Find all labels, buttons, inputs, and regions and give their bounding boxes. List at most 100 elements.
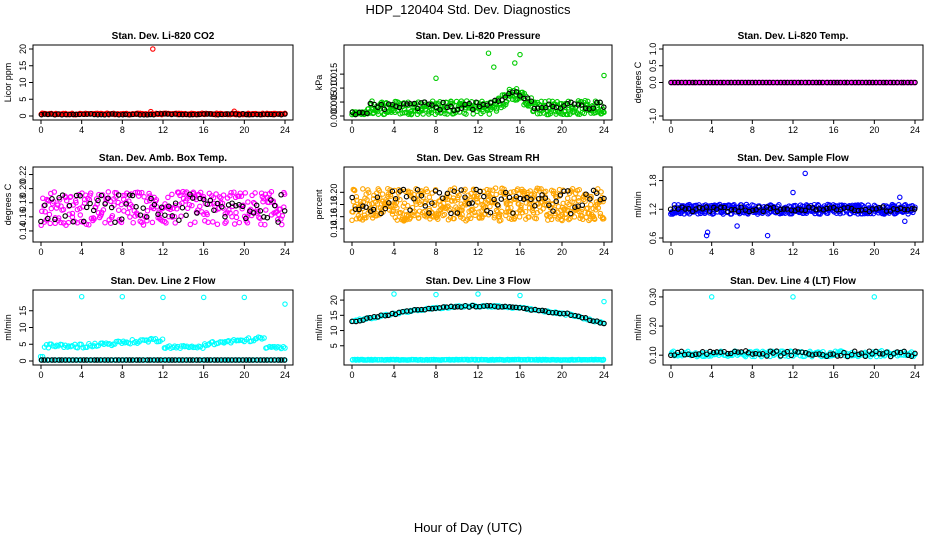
data-point [229, 357, 235, 363]
data-point [707, 348, 713, 355]
x-tick-label: 0 [349, 247, 354, 257]
x-tick-label: 0 [668, 125, 673, 135]
data-point [742, 204, 748, 210]
data-point [371, 101, 378, 108]
data-point [257, 208, 264, 214]
data-point [414, 105, 421, 112]
data-point [389, 211, 396, 217]
x-tick-label: 8 [750, 247, 755, 257]
data-point [62, 357, 69, 363]
y-tick-label: -1.0 [648, 108, 658, 124]
figure-title: HDP_120404 Std. Dev. Diagnostics [366, 2, 571, 17]
data-point [770, 204, 777, 211]
data-point [494, 202, 501, 208]
data-point [264, 214, 271, 221]
data-point [261, 357, 267, 363]
data-point [277, 344, 283, 350]
data-point [154, 357, 161, 363]
data-point [466, 100, 472, 107]
x-tick-label: 8 [433, 370, 438, 380]
data-point [126, 111, 133, 118]
data-point [510, 210, 516, 216]
data-point [66, 202, 73, 209]
data-point [703, 232, 710, 239]
data-point [764, 353, 770, 359]
data-point [260, 111, 267, 117]
data-point [734, 223, 740, 229]
data-point [802, 207, 809, 214]
data-point [220, 205, 226, 211]
data-point [824, 79, 830, 86]
data-point [863, 79, 869, 86]
data-point [841, 349, 847, 356]
data-point [144, 217, 150, 224]
data-point [696, 204, 703, 211]
data-point [451, 188, 457, 194]
x-tick-label: 24 [280, 370, 290, 380]
data-point [126, 204, 133, 211]
data-point [176, 357, 182, 363]
data-point [749, 351, 756, 357]
data-point [262, 221, 268, 228]
data-point [154, 111, 161, 117]
data-point [179, 357, 186, 363]
series-black [38, 111, 288, 118]
data-point [357, 198, 364, 205]
x-tick-label: 16 [199, 247, 209, 257]
data-point [257, 357, 264, 363]
x-tick-label: 12 [158, 125, 168, 135]
data-point [214, 221, 221, 228]
data-point [539, 307, 546, 314]
data-point [84, 111, 90, 117]
data-point [802, 170, 808, 177]
data-point [442, 110, 448, 117]
data-point [798, 207, 805, 213]
data-point [820, 348, 826, 355]
data-point [91, 357, 98, 363]
data-point [268, 111, 274, 118]
data-point [553, 309, 559, 316]
series-cyan-high [708, 294, 878, 300]
x-tick-label: 16 [199, 370, 209, 380]
x-tick-label: 24 [910, 247, 920, 257]
data-point [418, 192, 425, 199]
data-point [429, 306, 436, 312]
data-point [194, 210, 200, 216]
data-point [459, 207, 465, 213]
data-point [239, 205, 245, 212]
data-point [239, 203, 246, 210]
data-point [207, 197, 214, 204]
y-tick-label: 0.005 [329, 91, 339, 114]
data-point [351, 187, 358, 194]
plot-frame [343, 289, 613, 366]
data-point [109, 111, 115, 117]
data-point [784, 348, 791, 355]
data-point [101, 357, 108, 363]
data-point [278, 216, 284, 222]
data-point [518, 204, 524, 211]
data-point [550, 103, 556, 110]
data-point [518, 202, 524, 209]
data-point [873, 348, 879, 355]
data-point [567, 210, 574, 217]
data-point [194, 111, 200, 118]
data-point [753, 207, 759, 213]
panel-9: Stan. Dev. Line 4 (LT) Flow 0 4 8 12 16 20 24 0.… [633, 276, 924, 380]
data-point [139, 189, 145, 196]
data-point [533, 215, 540, 222]
data-point [433, 75, 439, 82]
x-tick-label: 12 [473, 247, 483, 257]
data-point [790, 189, 796, 196]
data-point [169, 357, 175, 363]
data-point [513, 89, 520, 95]
data-point [901, 206, 908, 213]
data-point [58, 219, 64, 226]
data-point [451, 185, 458, 191]
data-point [543, 104, 549, 111]
data-point [575, 111, 581, 117]
data-point [169, 191, 175, 198]
x-tick-label: 16 [829, 370, 839, 380]
panel-title: Stan. Dev. Amb. Box Temp. [99, 153, 227, 164]
data-point [492, 97, 498, 104]
